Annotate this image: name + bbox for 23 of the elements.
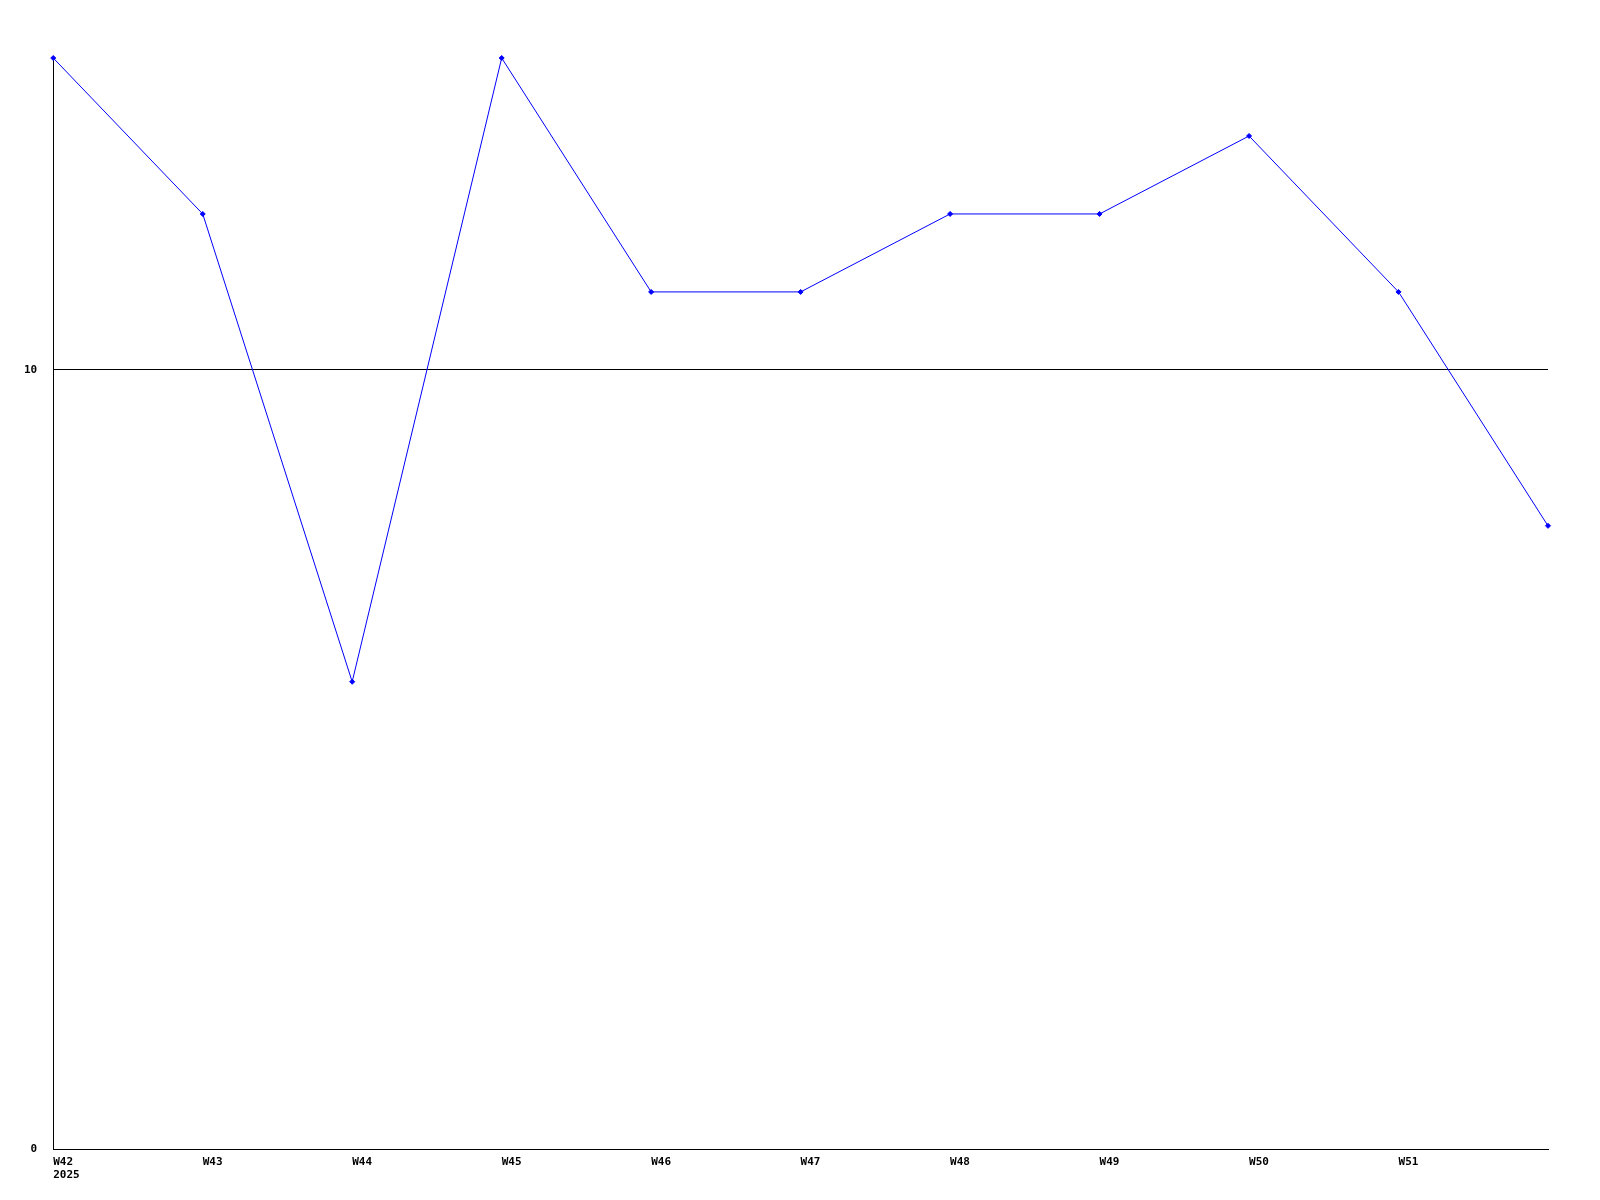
point	[947, 210, 954, 217]
point	[1246, 132, 1253, 139]
point	[797, 288, 804, 295]
x-tick-label: W45	[501, 1155, 522, 1169]
x-tick-label: W46	[651, 1155, 672, 1169]
x-tick-label: W48	[950, 1155, 970, 1169]
point	[199, 210, 206, 217]
x-tick-label: W44	[352, 1155, 373, 1169]
y-tick-label: 10	[24, 362, 38, 376]
point	[648, 288, 655, 295]
x-tick-label: W42 2025	[53, 1155, 80, 1182]
x-tick-label: W51	[1398, 1155, 1419, 1169]
point	[1395, 288, 1402, 295]
point	[1096, 210, 1103, 217]
x-tick-label: W47	[800, 1155, 821, 1169]
point	[498, 55, 505, 61]
point	[1545, 522, 1551, 529]
y-tick-label: 0	[30, 1142, 38, 1156]
point	[50, 55, 57, 61]
x-tick-label: W43	[202, 1155, 223, 1169]
x-tick-label: W50	[1249, 1155, 1269, 1169]
point	[349, 678, 356, 685]
x-tick-label: W49	[1099, 1155, 1120, 1169]
